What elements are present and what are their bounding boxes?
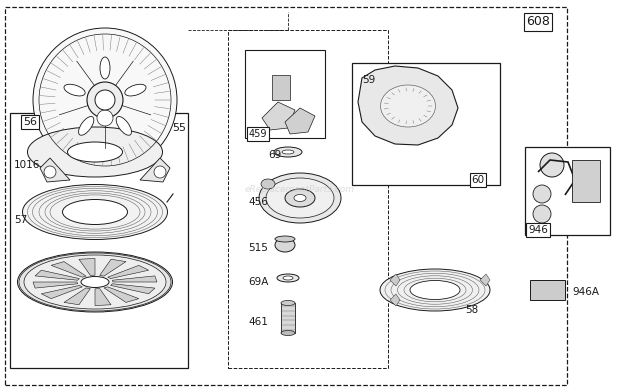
Ellipse shape	[282, 150, 294, 154]
Ellipse shape	[79, 117, 94, 135]
Text: 946A: 946A	[572, 287, 599, 297]
Bar	[245, 50, 325, 138]
Bar	[352, 63, 500, 185]
Bar	[281, 303, 295, 333]
Polygon shape	[104, 287, 139, 302]
Ellipse shape	[281, 301, 295, 305]
Text: 515: 515	[248, 243, 268, 253]
Text: 1016: 1016	[14, 160, 40, 170]
Ellipse shape	[285, 189, 315, 207]
Polygon shape	[51, 262, 86, 277]
Ellipse shape	[275, 238, 295, 252]
Bar	[10, 113, 188, 368]
Circle shape	[97, 110, 113, 126]
Text: 59: 59	[362, 75, 375, 85]
Polygon shape	[95, 289, 111, 305]
Polygon shape	[110, 284, 155, 294]
Ellipse shape	[64, 84, 85, 96]
Polygon shape	[64, 288, 91, 305]
Circle shape	[533, 185, 551, 203]
Polygon shape	[33, 282, 78, 288]
Bar	[530, 280, 565, 300]
Ellipse shape	[381, 85, 435, 127]
Polygon shape	[358, 66, 458, 145]
Text: 946: 946	[528, 225, 548, 235]
Ellipse shape	[68, 142, 123, 162]
Polygon shape	[140, 158, 170, 182]
Ellipse shape	[22, 184, 167, 239]
Ellipse shape	[274, 147, 302, 157]
Bar	[272, 75, 290, 100]
Circle shape	[540, 153, 564, 177]
Ellipse shape	[294, 195, 306, 202]
Polygon shape	[40, 158, 70, 182]
Text: 459: 459	[249, 129, 267, 139]
Ellipse shape	[275, 236, 295, 242]
Ellipse shape	[261, 179, 275, 189]
Text: 69A: 69A	[248, 277, 268, 287]
Ellipse shape	[277, 274, 299, 282]
Text: 456: 456	[248, 197, 268, 207]
Ellipse shape	[410, 280, 460, 300]
Ellipse shape	[380, 269, 490, 311]
Ellipse shape	[63, 200, 128, 225]
Ellipse shape	[27, 127, 162, 177]
Bar	[525, 147, 610, 235]
Polygon shape	[100, 259, 126, 276]
Ellipse shape	[116, 117, 131, 135]
Ellipse shape	[283, 276, 293, 280]
Polygon shape	[390, 294, 400, 306]
Polygon shape	[262, 102, 295, 130]
Polygon shape	[35, 270, 79, 280]
Polygon shape	[79, 259, 95, 275]
Text: 56: 56	[23, 117, 37, 127]
Ellipse shape	[259, 173, 341, 223]
Circle shape	[87, 82, 123, 118]
Ellipse shape	[125, 84, 146, 96]
Text: 55: 55	[172, 123, 186, 133]
Ellipse shape	[17, 252, 172, 312]
Text: 608: 608	[526, 16, 550, 28]
Polygon shape	[480, 274, 490, 286]
Text: 57: 57	[14, 215, 27, 225]
Polygon shape	[112, 276, 157, 282]
Text: eReplacementParts.com: eReplacementParts.com	[245, 186, 355, 195]
Ellipse shape	[24, 255, 166, 309]
Bar	[228, 30, 388, 368]
Text: 60: 60	[471, 175, 485, 185]
Text: 461: 461	[248, 317, 268, 327]
Circle shape	[95, 90, 115, 110]
Text: 69: 69	[268, 150, 281, 160]
Ellipse shape	[266, 178, 334, 218]
Text: 58: 58	[465, 305, 478, 315]
Polygon shape	[108, 265, 149, 278]
Circle shape	[533, 205, 551, 223]
Circle shape	[154, 166, 166, 178]
Polygon shape	[42, 285, 82, 299]
Ellipse shape	[281, 330, 295, 335]
Circle shape	[44, 166, 56, 178]
Polygon shape	[285, 108, 315, 134]
Ellipse shape	[100, 57, 110, 79]
Polygon shape	[390, 274, 400, 286]
Ellipse shape	[81, 277, 109, 287]
Circle shape	[33, 28, 177, 172]
Bar	[572, 160, 600, 202]
